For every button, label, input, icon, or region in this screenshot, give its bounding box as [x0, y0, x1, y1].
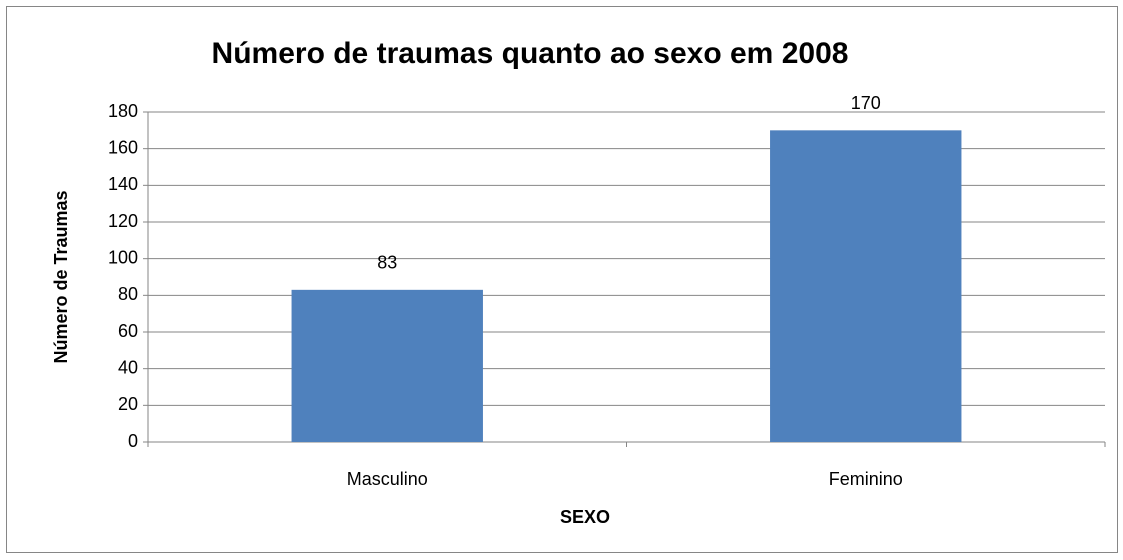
- y-tick-label: 120: [108, 211, 138, 231]
- bar: [291, 289, 483, 442]
- y-axis-label: Número de Traumas: [51, 190, 71, 363]
- x-tick-label: Masculino: [347, 469, 428, 489]
- x-axis-label: SEXO: [560, 507, 610, 527]
- data-label: 83: [377, 253, 397, 273]
- y-tick-label: 0: [128, 431, 138, 451]
- y-tick-label: 180: [108, 101, 138, 121]
- y-tick-label: 60: [118, 321, 138, 341]
- y-tick-label: 100: [108, 247, 138, 267]
- bar: [770, 130, 962, 443]
- y-tick-label: 160: [108, 137, 138, 157]
- y-tick-label: 80: [118, 284, 138, 304]
- y-tick-label: 140: [108, 174, 138, 194]
- chart-title: Número de traumas quanto ao sexo em 2008: [212, 37, 849, 70]
- x-tick-label: Feminino: [829, 469, 903, 489]
- y-tick-label: 20: [118, 394, 138, 414]
- data-label: 170: [851, 93, 881, 113]
- y-tick-label: 40: [118, 357, 138, 377]
